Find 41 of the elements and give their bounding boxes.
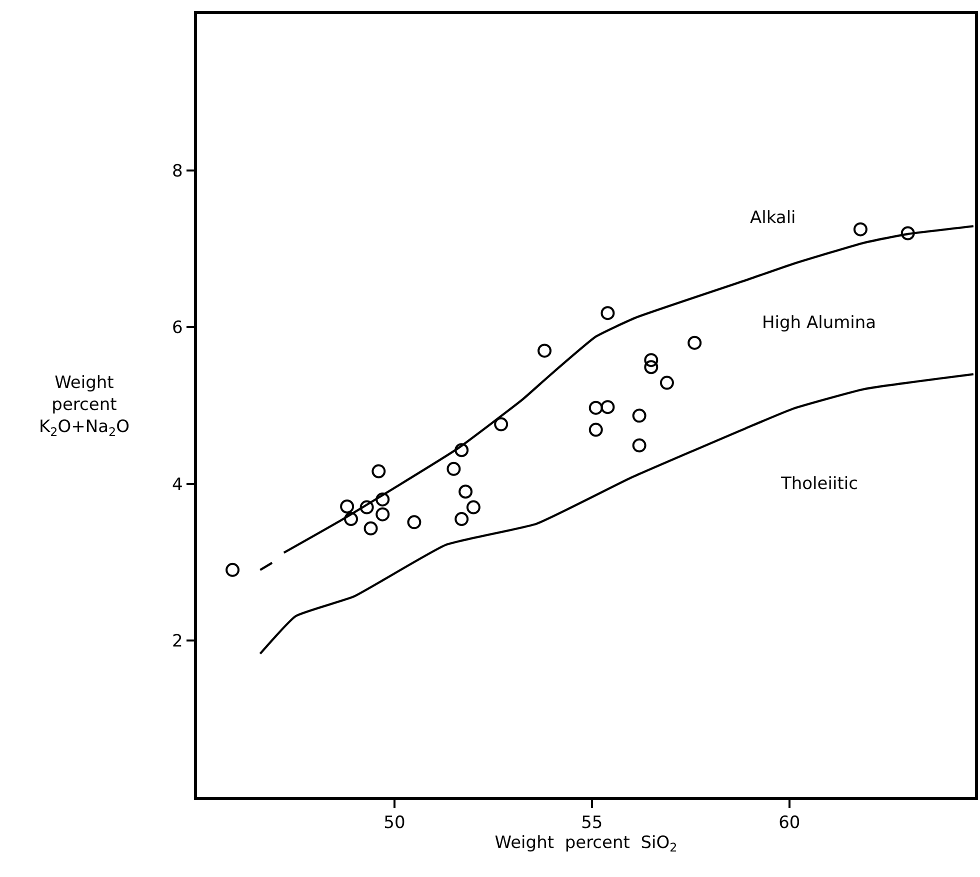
point bbox=[632, 408, 646, 423]
point bbox=[600, 306, 615, 320]
y-axis-title: Weight percent K$_{2}$O+Na$_{2}$O bbox=[39, 373, 130, 439]
point bbox=[226, 562, 240, 577]
x-tick-label: 55 bbox=[581, 813, 603, 834]
point bbox=[407, 515, 422, 530]
point bbox=[446, 462, 461, 476]
x-axis-title: Weight percent SiO$_{2}$ bbox=[494, 833, 678, 855]
point bbox=[644, 353, 658, 368]
y-tick-label: 8 bbox=[172, 162, 183, 182]
point bbox=[632, 438, 646, 452]
y-tick-label: 6 bbox=[172, 318, 183, 338]
point bbox=[538, 344, 552, 358]
y-tick-label: 2 bbox=[172, 631, 183, 652]
x-tick-label: 60 bbox=[778, 813, 800, 834]
point bbox=[660, 376, 674, 390]
y-tick-label: 4 bbox=[172, 474, 183, 495]
point bbox=[688, 336, 702, 350]
point bbox=[376, 492, 390, 506]
point bbox=[644, 360, 658, 374]
point bbox=[364, 521, 378, 536]
point bbox=[466, 500, 480, 514]
annotation: Alkali bbox=[750, 208, 796, 228]
point bbox=[600, 400, 615, 414]
point bbox=[340, 500, 354, 514]
point bbox=[458, 484, 473, 499]
line-series bbox=[259, 373, 975, 655]
point bbox=[454, 512, 469, 526]
point bbox=[344, 512, 358, 526]
point bbox=[376, 507, 390, 522]
point bbox=[853, 222, 868, 236]
point bbox=[360, 500, 374, 514]
point bbox=[454, 443, 469, 458]
annotation: High Alumina bbox=[762, 313, 876, 333]
point bbox=[900, 226, 915, 240]
x-tick-label: 50 bbox=[384, 813, 406, 834]
point bbox=[494, 417, 508, 432]
point bbox=[372, 464, 386, 478]
point bbox=[588, 400, 603, 415]
point bbox=[588, 422, 603, 437]
annotation: Tholeiitic bbox=[780, 474, 858, 494]
